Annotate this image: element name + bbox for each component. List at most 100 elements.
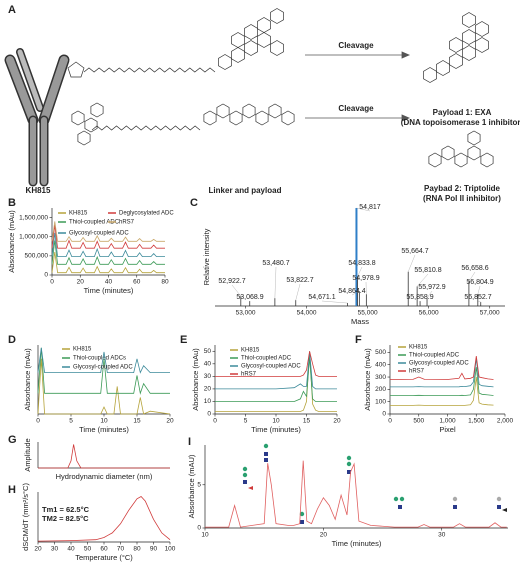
x-tick-label: 90 (150, 546, 158, 553)
series-line (37, 495, 171, 542)
chem-ring (84, 117, 98, 133)
x-tick-label: 54,000 (297, 310, 317, 317)
legend-label: Glycosyl-coupled ADC (409, 361, 469, 367)
series-line (215, 351, 337, 390)
chem-ring (218, 54, 232, 70)
x-tick-label: 70 (117, 546, 125, 553)
series-line (390, 376, 494, 406)
panel-label: A (8, 4, 16, 16)
y-tick-label: 500 (375, 349, 386, 356)
chem-ring (90, 102, 104, 118)
chem-ring (480, 152, 494, 168)
peak-label: 52,922.7 (218, 278, 245, 285)
x-axis-label: Temperature (°C) (75, 553, 133, 562)
chem-ring (281, 110, 295, 126)
x-tick-label: 56,000 (419, 310, 439, 317)
series-line (51, 240, 165, 265)
chem-ring (467, 130, 481, 146)
chem-ring (71, 110, 85, 126)
x-tick-label: 30 (51, 546, 59, 553)
peak-label: 53,068.9 (236, 294, 263, 301)
x-tick-label: 10 (201, 532, 209, 539)
series-line (215, 357, 337, 402)
series-line (51, 221, 165, 242)
peak-label: 54,817 (359, 204, 381, 211)
chem-ring (423, 67, 437, 83)
panel-label: B (8, 197, 16, 209)
x-axis-label: Time (minutes) (332, 539, 382, 548)
cleavage-arrows (305, 51, 411, 122)
legend-label: Deglycosylated ADC (119, 211, 174, 217)
x-tick-label: 53,000 (236, 310, 256, 317)
payload-note: (DNA topoisomerase 1 inhibitor) (401, 118, 520, 127)
peak-label: 55,810.8 (414, 267, 441, 274)
legend-label: Thiol-coupled ADC (69, 220, 120, 226)
leader (477, 285, 481, 295)
leader (477, 300, 481, 303)
panel-label: E (180, 334, 187, 346)
linker-caption: Linker and payload (209, 186, 282, 195)
peak-label: 54,833.8 (348, 260, 375, 267)
x-tick-label: 500 (413, 418, 424, 425)
chem-ring (449, 53, 463, 69)
chem-ring (270, 40, 284, 56)
leader (468, 271, 476, 282)
legend-label: KH815 (409, 345, 428, 351)
x-tick-label: 60 (133, 279, 141, 286)
chem-ring (77, 130, 91, 146)
series-line (390, 358, 494, 388)
y-axis-label: Absorbance (mAU) (187, 454, 196, 518)
peak-label: 55,972.9 (418, 284, 445, 291)
y-axis-label: Relative intensity (202, 228, 211, 285)
x-tick-label: 20 (166, 418, 174, 425)
payload-label: Payload 1: EXA (433, 108, 492, 117)
x-tick-label: 1,500 (468, 418, 485, 425)
peak-label: 53,480.7 (262, 260, 289, 267)
series-line (205, 460, 507, 528)
peak-label: 56,852.7 (464, 294, 491, 301)
x-tick-label: 20 (77, 279, 85, 286)
y-axis-label: Absorbance (mAu) (7, 210, 16, 273)
y-tick-label: 0 (44, 272, 48, 279)
peak-label: 55,664.7 (401, 248, 428, 255)
series-line (215, 351, 337, 412)
x-tick-label: 57,000 (480, 310, 500, 317)
leader (408, 254, 416, 272)
panel-label: G (8, 434, 17, 446)
payload-label: Paybad 2: Triptolide (424, 184, 501, 193)
x-tick-label: 50 (84, 546, 92, 553)
x-tick-label: 40 (67, 546, 75, 553)
chem-ring (231, 32, 245, 48)
series-line (38, 444, 170, 469)
chem-ring (462, 45, 476, 61)
peak-label: 54,864.4 (338, 288, 365, 295)
y-axis-label: Amplitude (23, 438, 32, 471)
panel-label: D (8, 334, 16, 346)
chem-ring (255, 110, 269, 126)
leader (356, 207, 371, 212)
legend-label: KH815 (73, 347, 92, 353)
y-tick-label: 1,500,000 (19, 214, 48, 221)
chem-ring (270, 8, 284, 24)
chem-ring (449, 37, 463, 53)
legend-label: Glycosyl-coupled ADC (241, 364, 301, 370)
y-tick-label: 500,000 (25, 253, 49, 260)
x-tick-label: 2,000 (497, 418, 514, 425)
x-tick-label: 5 (244, 418, 248, 425)
series-line (215, 351, 337, 377)
x-tick-label: 1,000 (439, 418, 456, 425)
chem-ring (244, 24, 258, 40)
series-line (37, 347, 170, 395)
x-tick-label: 0 (388, 418, 392, 425)
y-tick-label: 0 (197, 525, 201, 532)
x-tick-label: 30 (438, 532, 446, 539)
x-tick-label: 20 (320, 532, 328, 539)
payload-note: (RNA Pol II inhibitor) (423, 194, 501, 203)
panel-label: F (355, 334, 362, 346)
chem-ring (203, 110, 217, 126)
chem-ring (216, 103, 230, 119)
x-tick-label: 55,000 (358, 310, 378, 317)
leader (357, 266, 363, 277)
x-axis-label: Pixel (439, 425, 456, 434)
antibody-icon (4, 48, 70, 187)
